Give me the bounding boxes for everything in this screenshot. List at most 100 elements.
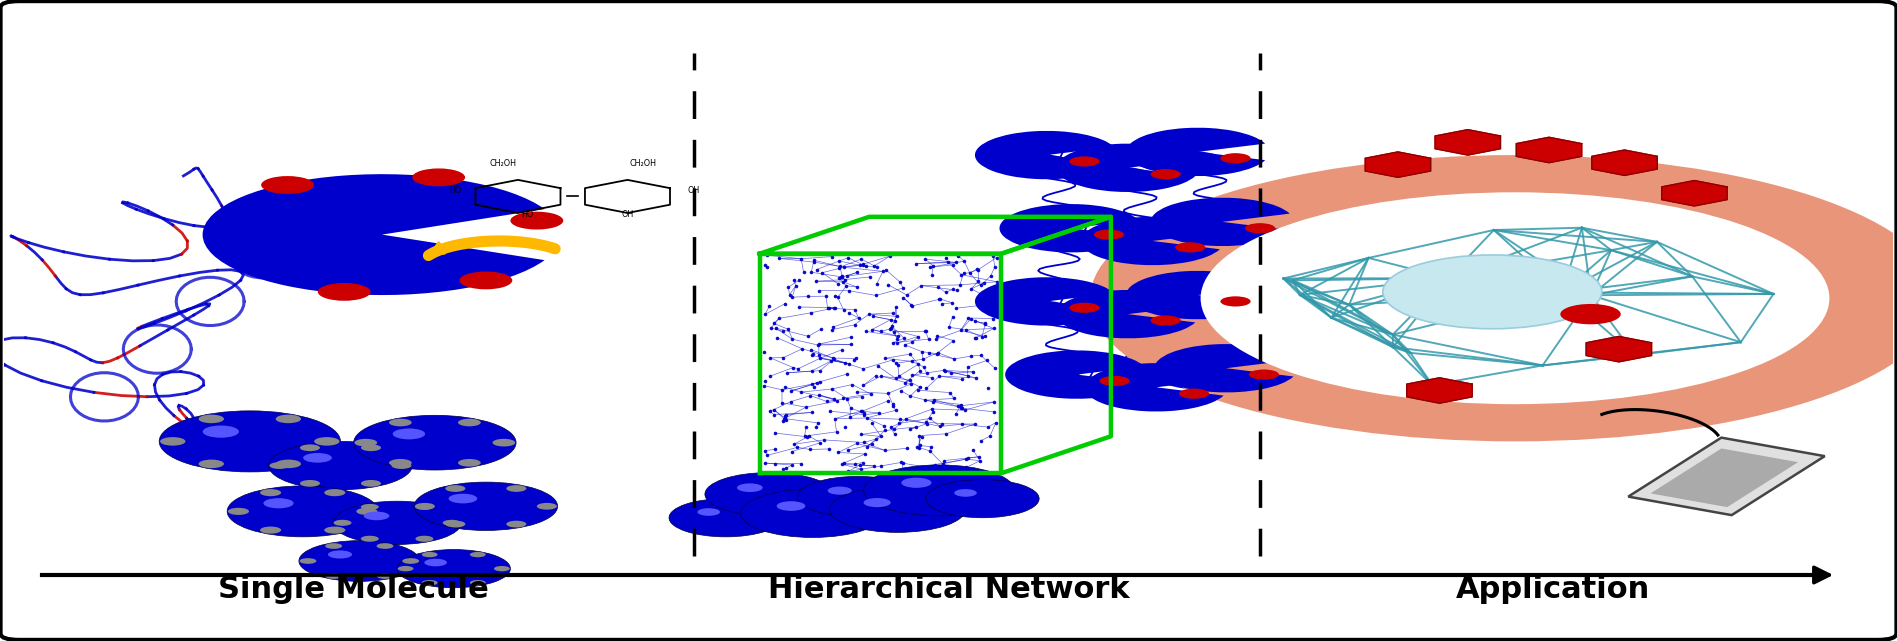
- Point: [833, 369, 863, 379]
- Point: [801, 264, 831, 274]
- Point: [895, 391, 926, 401]
- Point: [812, 396, 842, 406]
- Point: [911, 417, 941, 427]
- Point: [911, 326, 941, 336]
- Circle shape: [457, 419, 480, 426]
- Point: [952, 370, 983, 381]
- Point: [967, 300, 998, 310]
- Point: [840, 353, 871, 363]
- Point: [820, 303, 850, 313]
- Point: [831, 271, 861, 281]
- Point: [966, 350, 996, 360]
- Circle shape: [269, 462, 290, 469]
- Point: [907, 347, 937, 357]
- Circle shape: [457, 459, 480, 467]
- Point: [761, 323, 791, 333]
- Point: [774, 290, 804, 300]
- Point: [966, 456, 996, 466]
- Point: [888, 467, 918, 477]
- Point: [844, 260, 875, 271]
- Point: [916, 442, 947, 452]
- Point: [981, 253, 1011, 263]
- Point: [848, 260, 878, 270]
- Point: [947, 270, 977, 280]
- Point: [759, 404, 789, 415]
- Point: [943, 251, 973, 261]
- Point: [907, 433, 937, 443]
- Point: [924, 282, 954, 292]
- Point: [886, 385, 916, 395]
- Text: Single Molecule: Single Molecule: [218, 574, 489, 604]
- Point: [888, 458, 918, 468]
- Circle shape: [670, 499, 782, 537]
- Point: [960, 316, 990, 326]
- Point: [778, 334, 808, 344]
- Circle shape: [203, 426, 239, 438]
- Point: [837, 379, 867, 390]
- Circle shape: [269, 442, 412, 490]
- Circle shape: [378, 573, 393, 579]
- Point: [882, 358, 912, 369]
- Point: [973, 422, 1004, 432]
- Point: [880, 405, 911, 415]
- Point: [981, 417, 1011, 428]
- Point: [979, 407, 1009, 417]
- Point: [825, 262, 856, 272]
- Circle shape: [1151, 315, 1180, 326]
- Point: [914, 262, 945, 272]
- Point: [933, 322, 964, 333]
- Circle shape: [159, 437, 186, 445]
- Circle shape: [493, 439, 516, 447]
- Circle shape: [393, 428, 425, 439]
- Point: [903, 442, 933, 453]
- Polygon shape: [1366, 152, 1430, 178]
- Circle shape: [901, 478, 931, 488]
- Point: [886, 457, 916, 467]
- Circle shape: [827, 487, 852, 495]
- Point: [901, 258, 931, 269]
- Circle shape: [300, 540, 419, 581]
- Point: [776, 447, 806, 457]
- Point: [914, 413, 945, 424]
- Point: [778, 362, 808, 372]
- Point: [876, 323, 907, 333]
- Circle shape: [332, 501, 461, 544]
- Point: [912, 334, 943, 344]
- Point: [947, 374, 977, 385]
- Point: [833, 445, 863, 455]
- Point: [827, 272, 857, 282]
- Point: [749, 309, 780, 319]
- Point: [816, 356, 846, 366]
- Circle shape: [159, 411, 340, 472]
- Point: [797, 349, 827, 359]
- Circle shape: [448, 494, 478, 503]
- Point: [854, 272, 884, 282]
- Point: [785, 387, 816, 397]
- Circle shape: [446, 485, 465, 492]
- Circle shape: [442, 520, 461, 526]
- Point: [791, 402, 821, 412]
- Point: [766, 397, 797, 408]
- Point: [950, 324, 981, 335]
- Point: [939, 354, 969, 364]
- Circle shape: [264, 498, 294, 508]
- Circle shape: [1383, 255, 1601, 329]
- Polygon shape: [1516, 137, 1582, 163]
- Wedge shape: [1127, 271, 1265, 319]
- Point: [823, 256, 854, 266]
- Point: [880, 429, 911, 439]
- Point: [911, 326, 941, 337]
- Point: [941, 285, 971, 296]
- Point: [749, 381, 780, 391]
- Point: [838, 320, 869, 330]
- Point: [967, 332, 998, 342]
- Circle shape: [776, 501, 806, 511]
- Circle shape: [506, 485, 525, 492]
- Point: [848, 380, 878, 390]
- Point: [770, 413, 801, 423]
- Point: [939, 394, 969, 404]
- Point: [897, 370, 928, 380]
- Circle shape: [319, 283, 370, 301]
- Point: [935, 388, 966, 398]
- Circle shape: [421, 552, 438, 557]
